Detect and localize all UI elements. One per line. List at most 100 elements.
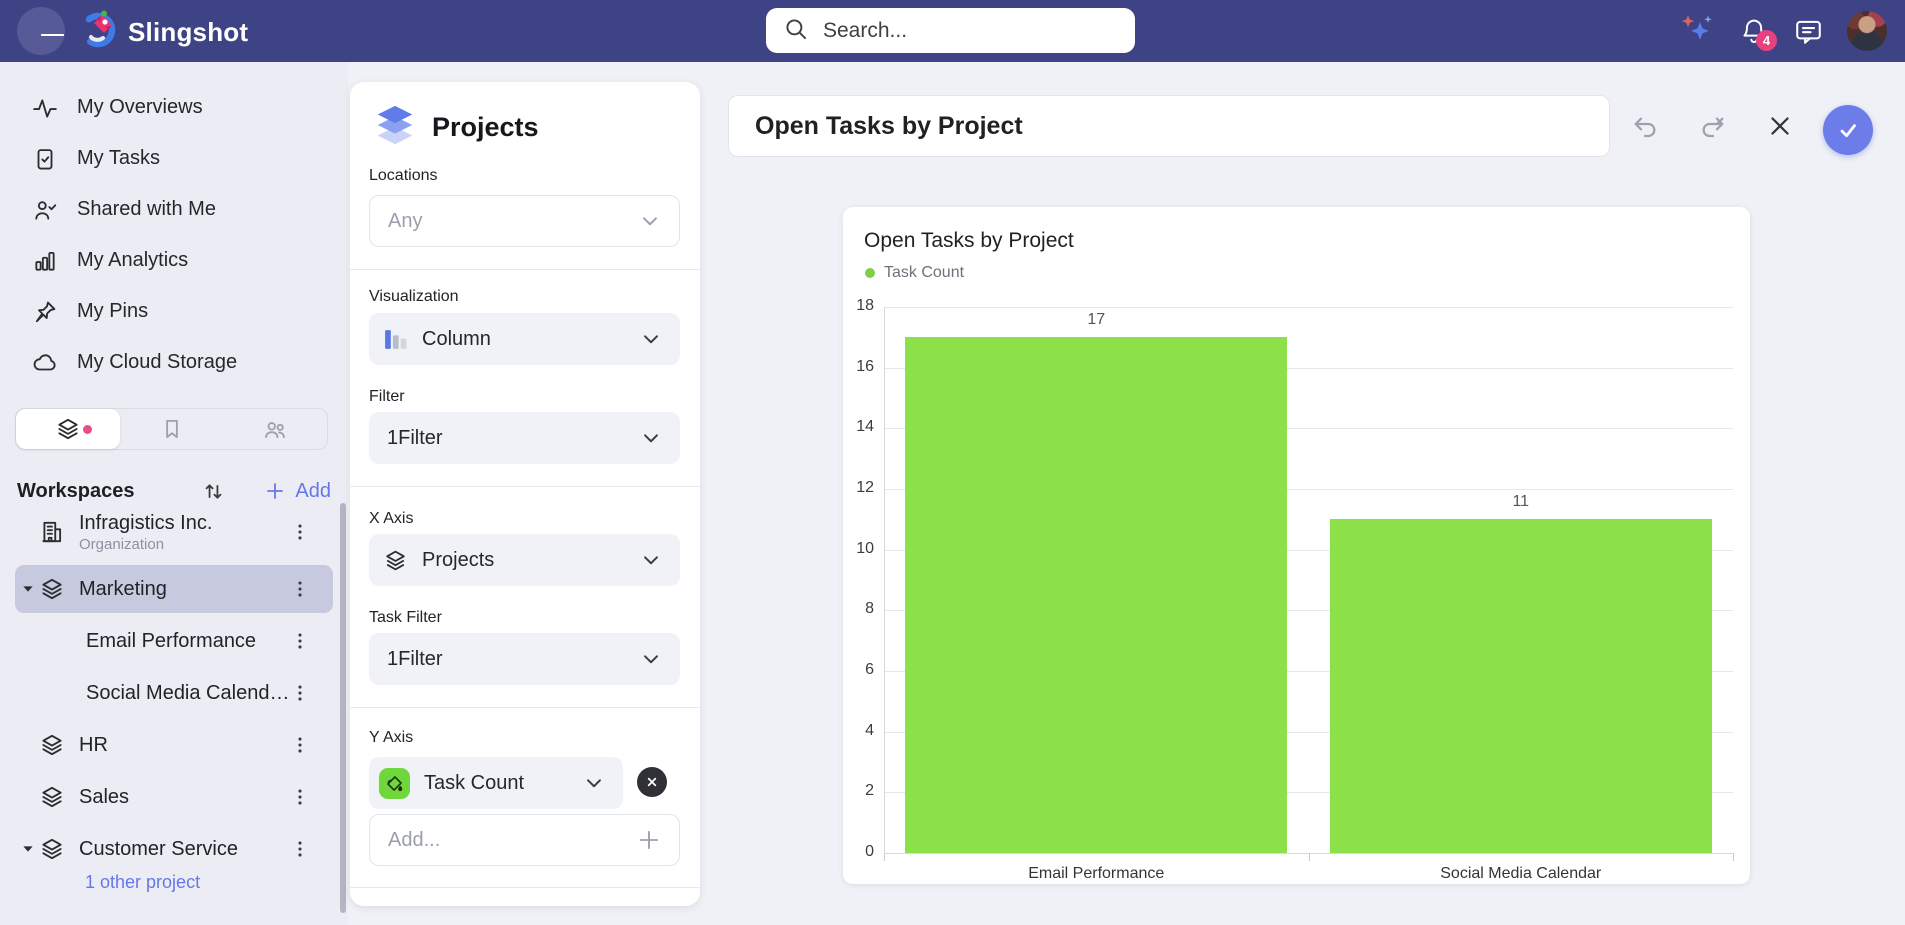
- panel-title: Projects: [432, 112, 539, 142]
- chat-icon: [1796, 20, 1821, 44]
- workspace-row-email-performance[interactable]: Email Performance: [15, 617, 333, 665]
- gridline: [884, 367, 1733, 369]
- row-menu-button[interactable]: [289, 630, 311, 652]
- chart-plot-area: 0 2 4 6 8 10 12 14 16 18 17 Email Performance 11 Soci…: [843, 207, 1750, 884]
- confirm-button[interactable]: [1823, 105, 1873, 155]
- activity-icon: [32, 95, 58, 121]
- search-placeholder: Search...: [823, 18, 908, 42]
- x-axis-category-label: Social Media Calendar: [1440, 865, 1602, 882]
- sidebar-item-my-pins[interactable]: My Pins: [0, 286, 348, 337]
- projects-stack-icon: [372, 102, 418, 153]
- x-axis-category-label: Email Performance: [1028, 865, 1165, 882]
- sort-workspaces-button[interactable]: [200, 478, 227, 505]
- layers-icon: [39, 784, 65, 810]
- y-tick-label: 0: [865, 843, 874, 860]
- bar-value-label: 17: [1087, 311, 1106, 329]
- chevron-down-icon: [638, 326, 664, 352]
- people-icon: [262, 416, 288, 442]
- filter-dropdown[interactable]: 1Filter: [369, 412, 680, 464]
- x-tick: [1733, 853, 1734, 861]
- caret-down-icon[interactable]: [20, 581, 38, 597]
- y-axis-label: Y Axis: [369, 729, 414, 746]
- sidebar-item-my-cloud-storage[interactable]: My Cloud Storage: [0, 337, 348, 388]
- y-axis-dropdown[interactable]: Task Count: [369, 757, 623, 809]
- undo-button[interactable]: [1628, 109, 1662, 143]
- layers-icon: [39, 732, 65, 758]
- plus-icon: [267, 483, 284, 499]
- undo-icon: [1634, 117, 1656, 138]
- y-tick-label: 10: [856, 539, 874, 557]
- workspace-row-social-media-calend[interactable]: Social Media Calend…: [15, 669, 333, 717]
- layers-icon: [383, 548, 408, 573]
- sidebar-item-shared-with-me[interactable]: Shared with Me: [0, 184, 348, 235]
- workspace-row-infragistics-inc[interactable]: Infragistics Inc. Organization: [15, 503, 333, 561]
- task-filter-dropdown[interactable]: 1Filter: [369, 633, 680, 685]
- check-icon: [1840, 124, 1856, 138]
- sidebar-scrollbar[interactable]: [340, 503, 346, 913]
- user-avatar[interactable]: [1847, 11, 1887, 51]
- row-menu-button[interactable]: [289, 786, 311, 808]
- column-chart-icon: [383, 327, 408, 352]
- row-menu-button[interactable]: [289, 734, 311, 756]
- sidebar-tab-workspaces[interactable]: [16, 409, 120, 449]
- remove-y-axis-button[interactable]: [637, 767, 667, 797]
- chart-title-input[interactable]: [728, 95, 1610, 157]
- app-logo[interactable]: Slingshot: [77, 9, 248, 56]
- other-project-link[interactable]: 1 other project: [85, 872, 201, 892]
- visualization-dropdown[interactable]: Column: [369, 313, 680, 365]
- y-tick-label: 14: [856, 418, 874, 436]
- workspace-row-hr[interactable]: HR: [15, 721, 333, 769]
- sidebar-item-my-tasks[interactable]: My Tasks: [0, 133, 348, 184]
- layers-icon: [55, 416, 81, 442]
- pin-icon: [32, 299, 58, 325]
- add-y-axis-input[interactable]: Add...: [369, 814, 680, 866]
- y-tick-label: 4: [865, 721, 874, 739]
- add-workspace-button[interactable]: Add: [263, 479, 331, 503]
- row-menu-button[interactable]: [289, 521, 311, 543]
- workspace-row-marketing[interactable]: Marketing: [15, 565, 333, 613]
- gridline: [884, 731, 1733, 733]
- sidebar-item-my-analytics[interactable]: My Analytics: [0, 235, 348, 286]
- slingshot-rocket-icon: [77, 9, 119, 56]
- layers-icon: [39, 576, 65, 602]
- locations-label: Locations: [369, 167, 438, 184]
- chart-legend: Task Count: [865, 264, 964, 282]
- sidebar-tab-bookmarks[interactable]: [120, 409, 224, 449]
- top-bar: Slingshot Search... 4: [0, 0, 1905, 62]
- close-editor-button[interactable]: [1763, 109, 1797, 143]
- gridline: [884, 489, 1733, 490]
- x-axis-label: X Axis: [369, 510, 414, 527]
- x-axis-dropdown[interactable]: Projects: [369, 534, 680, 586]
- row-menu-button[interactable]: [289, 578, 311, 600]
- filter-label: Filter: [369, 388, 405, 405]
- ai-sparkles-icon[interactable]: [1676, 11, 1716, 51]
- sidebar-item-my-overviews[interactable]: My Overviews: [0, 82, 348, 133]
- task-filter-label: Task Filter: [369, 609, 442, 626]
- locations-dropdown[interactable]: Any: [369, 195, 680, 247]
- chevron-down-icon: [637, 208, 663, 234]
- redo-button[interactable]: [1696, 109, 1730, 143]
- gridline: [884, 792, 1733, 794]
- workspace-row-customer-service[interactable]: Customer Service: [15, 825, 333, 873]
- legend-label: Task Count: [884, 264, 965, 281]
- y-axis-line: [884, 307, 885, 861]
- sidebar-tab-people[interactable]: [223, 409, 327, 449]
- workspaces-heading: Workspaces: [17, 479, 135, 502]
- row-menu-button[interactable]: [289, 682, 311, 704]
- messages-button[interactable]: [1792, 15, 1825, 48]
- row-menu-button[interactable]: [289, 838, 311, 860]
- search-input[interactable]: Search...: [766, 8, 1135, 53]
- chevron-down-icon: [638, 425, 664, 451]
- close-icon: [1771, 117, 1789, 135]
- caret-down-icon[interactable]: [20, 841, 38, 857]
- menu-button[interactable]: [17, 7, 65, 55]
- bar-email-performance[interactable]: [905, 337, 1288, 853]
- notifications-button[interactable]: 4: [1738, 15, 1777, 51]
- y-tick-label: 16: [856, 357, 874, 375]
- sidebar-nav: My Overviews My Tasks Shared with Me My …: [0, 62, 348, 388]
- bar-social-media-calendar[interactable]: [1329, 519, 1712, 853]
- chart-card: Open Tasks by Project Task Count 0 2 4 6 8 10…: [843, 207, 1750, 884]
- chevron-down-icon: [581, 770, 607, 796]
- cloud-icon: [32, 350, 58, 376]
- workspace-row-sales[interactable]: Sales: [15, 773, 333, 821]
